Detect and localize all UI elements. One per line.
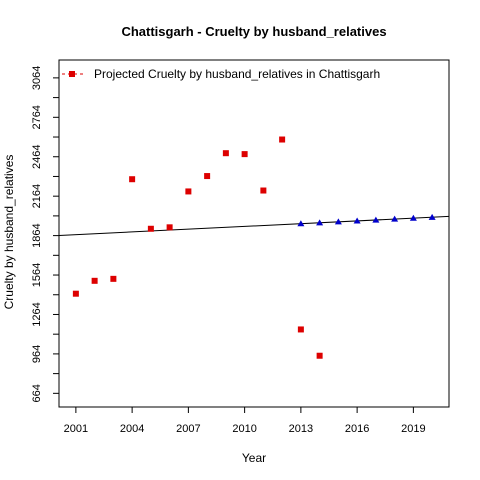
data-point-triangle	[334, 218, 342, 225]
x-tick-label: 2007	[176, 423, 200, 435]
data-point-square	[204, 173, 211, 180]
y-tick-label: 1264	[31, 302, 43, 326]
data-point-triangle	[409, 214, 417, 221]
data-point-square	[147, 225, 154, 232]
data-point-square	[279, 136, 286, 143]
x-tick-label: 2013	[289, 423, 313, 435]
data-point-triangle	[372, 216, 380, 223]
data-point-square	[91, 277, 98, 284]
data-point-square	[166, 224, 173, 231]
data-point-square	[110, 275, 117, 282]
y-tick-label: 2464	[31, 144, 43, 168]
data-point-square	[316, 352, 323, 359]
data-point-square	[260, 187, 267, 194]
data-point-square	[185, 188, 192, 195]
y-tick-label: 2164	[31, 184, 43, 208]
legend: Projected Cruelty by husband_relatives i…	[62, 67, 380, 81]
y-tick-label: 964	[31, 345, 43, 363]
y-axis-label: Cruelty by husband_relatives	[2, 155, 16, 310]
x-tick-label: 2019	[401, 423, 425, 435]
y-tick-label: 2764	[31, 105, 43, 129]
x-tick-label: 2010	[232, 423, 256, 435]
data-point-square	[241, 151, 248, 158]
x-tick-label: 2001	[64, 423, 88, 435]
x-tick-label: 2016	[345, 423, 369, 435]
data-point-triangle	[297, 220, 305, 227]
data-point-triangle	[428, 213, 436, 220]
legend-label: Projected Cruelty by husband_relatives i…	[94, 67, 380, 81]
legend-marker	[69, 71, 75, 77]
y-tick-label: 664	[31, 384, 43, 402]
data-point-triangle	[391, 215, 399, 222]
data-point-square	[222, 150, 229, 157]
data-point-triangle	[353, 217, 361, 224]
data-point-square	[297, 326, 304, 333]
plot-frame	[58, 59, 450, 408]
x-axis-label: Year	[242, 451, 266, 465]
data-point-square	[72, 290, 79, 297]
y-tick-label: 3064	[31, 66, 43, 90]
data-point-triangle	[316, 219, 324, 226]
y-tick-label: 1564	[31, 263, 43, 287]
x-tick-label: 2004	[120, 423, 144, 435]
plot-area: 2001 2004 2007 2010 2013 2016 2019 664 964 1264 15…	[31, 59, 450, 435]
data-point-square	[129, 176, 136, 183]
y-tick-label: 1864	[31, 223, 43, 247]
trend-line	[59, 215, 449, 236]
chart-title: Chattisgarh - Cruelty by husband_relativ…	[121, 24, 386, 39]
